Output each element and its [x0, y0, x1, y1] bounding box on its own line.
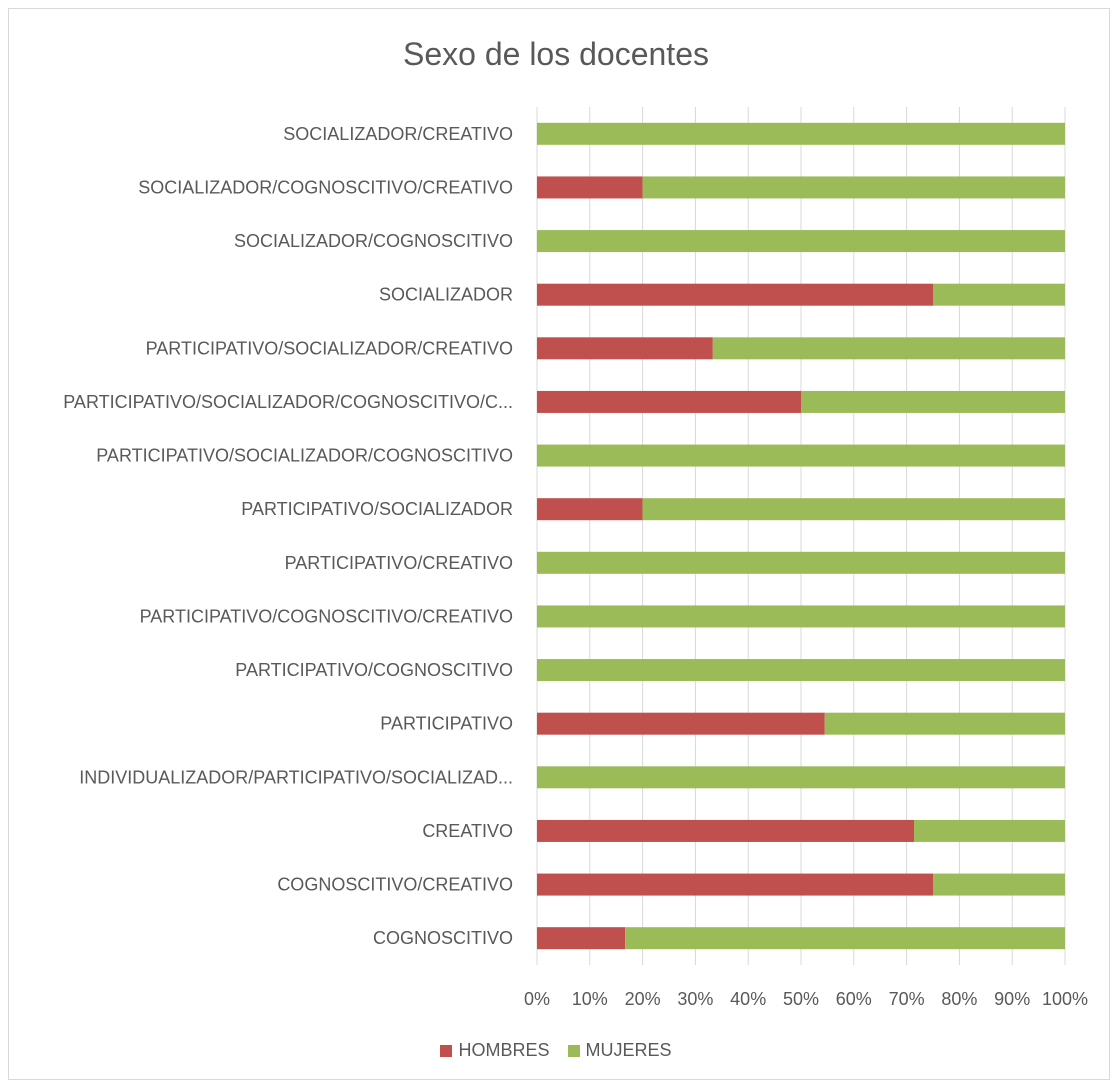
category-label: PARTICIPATIVO/SOCIALIZADOR/CREATIVO — [146, 338, 513, 358]
category-label: CREATIVO — [422, 821, 513, 841]
bar-mujeres — [537, 659, 1065, 682]
x-tick-label: 30% — [677, 989, 713, 1009]
legend-label-mujeres: MUJERES — [585, 1040, 672, 1060]
bar-hombres — [537, 498, 643, 521]
x-tick-label: 40% — [730, 989, 766, 1009]
x-tick-labels: 0% 10% 20% 30% 40% 50% 60% 70% 80% 90% 100% — [524, 989, 1088, 1009]
bar-mujeres — [625, 927, 1065, 950]
x-tick-label: 70% — [889, 989, 925, 1009]
bar-mujeres — [537, 551, 1065, 574]
x-tick-label: 60% — [836, 989, 872, 1009]
bar-hombres — [537, 337, 713, 360]
x-tick-label: 90% — [994, 989, 1030, 1009]
category-label: PARTICIPATIVO/CREATIVO — [285, 553, 513, 573]
category-label: SOCIALIZADOR/COGNOSCITIVO — [234, 231, 513, 251]
category-label: PARTICIPATIVO/SOCIALIZADOR/COGNOSCITIVO/… — [63, 392, 513, 412]
bar-mujeres — [712, 337, 1065, 360]
legend-label-hombres: HOMBRES — [458, 1040, 550, 1060]
category-label: PARTICIPATIVO — [380, 714, 513, 734]
category-label: SOCIALIZADOR/CREATIVO — [283, 124, 513, 144]
category-label: PARTICIPATIVO/COGNOSCITIVO — [235, 660, 513, 680]
bar-mujeres — [913, 819, 1065, 842]
bar-hombres — [537, 819, 914, 842]
legend-swatch-hombres — [440, 1044, 453, 1057]
category-label: COGNOSCITIVO — [373, 928, 513, 948]
category-label: SOCIALIZADOR — [379, 285, 513, 305]
bars — [537, 122, 1065, 950]
x-tick-label: 10% — [572, 989, 608, 1009]
x-tick-label: 80% — [941, 989, 977, 1009]
category-label: INDIVIDUALIZADOR/PARTICIPATIVO/SOCIALIZA… — [79, 767, 513, 787]
bar-mujeres — [537, 122, 1065, 145]
x-tick-label: 0% — [524, 989, 550, 1009]
bar-mujeres — [824, 712, 1065, 735]
x-tick-label: 20% — [625, 989, 661, 1009]
plot-area: SOCIALIZADOR/CREATIVO SOCIALIZADOR/COGNOS… — [63, 107, 1088, 1009]
category-label: COGNOSCITIVO/CREATIVO — [277, 875, 513, 895]
chart-title: Sexo de los docentes — [403, 36, 709, 72]
bar-hombres — [537, 390, 801, 413]
bar-mujeres — [642, 498, 1065, 521]
bar-hombres — [537, 873, 933, 896]
bar-mujeres — [537, 230, 1065, 253]
category-label: PARTICIPATIVO/SOCIALIZADOR/COGNOSCITIVO — [96, 446, 513, 466]
category-label: SOCIALIZADOR/COGNOSCITIVO/CREATIVO — [138, 177, 513, 197]
bar-mujeres — [642, 176, 1065, 199]
category-label: PARTICIPATIVO/COGNOSCITIVO/CREATIVO — [140, 606, 513, 626]
bar-mujeres — [537, 766, 1065, 789]
category-labels: SOCIALIZADOR/CREATIVO SOCIALIZADOR/COGNOS… — [63, 124, 513, 948]
category-label: PARTICIPATIVO/SOCIALIZADOR — [241, 499, 513, 519]
bar-mujeres — [537, 444, 1065, 467]
bar-hombres — [537, 283, 933, 306]
legend-swatch-mujeres — [567, 1044, 580, 1057]
legend-item-mujeres: MUJERES — [567, 1040, 672, 1061]
bar-mujeres — [801, 390, 1065, 413]
bar-hombres — [537, 712, 825, 735]
bar-hombres — [537, 927, 626, 950]
x-tick-label: 50% — [783, 989, 819, 1009]
bar-mujeres — [933, 873, 1065, 896]
bar-hombres — [537, 176, 643, 199]
legend: HOMBRES MUJERES — [0, 1040, 1112, 1061]
legend-item-hombres: HOMBRES — [440, 1040, 550, 1061]
x-tick-label: 100% — [1042, 989, 1088, 1009]
bar-mujeres — [933, 283, 1065, 306]
bar-mujeres — [537, 605, 1065, 628]
